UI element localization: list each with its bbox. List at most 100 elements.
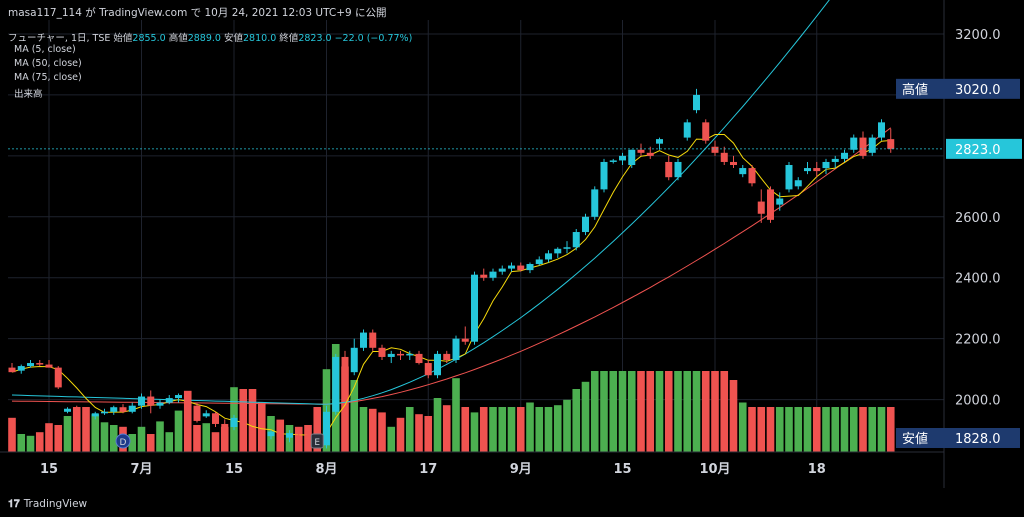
candle-body	[378, 347, 386, 357]
volume-bar	[368, 408, 377, 452]
volume-bar	[766, 407, 775, 452]
candle-body	[8, 367, 16, 373]
earnings-marker-icon	[310, 433, 324, 449]
candle-body	[295, 433, 303, 435]
symbol-label[interactable]: フューチャー, 1日, TSE	[8, 33, 111, 44]
candle-body	[175, 395, 182, 399]
volume-bar	[618, 371, 627, 452]
close-label: 終値	[279, 33, 299, 44]
candle-body	[73, 408, 81, 412]
volume-bar	[63, 416, 72, 452]
candle-body	[239, 417, 247, 431]
candle-body	[850, 137, 858, 150]
time-tick-label: 8月	[315, 462, 337, 477]
candle-body	[45, 364, 53, 368]
ma75-line	[11, 127, 892, 405]
candle-body	[27, 363, 34, 367]
high-label: 高値	[168, 33, 188, 44]
volume-bar	[91, 414, 100, 452]
volume-bar	[146, 434, 155, 452]
volume-bar	[544, 407, 553, 452]
current-price-value: 2823.0	[955, 143, 1001, 158]
candle-body	[600, 161, 608, 190]
volume-bar	[507, 407, 516, 452]
volume-bar	[822, 407, 830, 452]
candle-body	[628, 149, 636, 166]
candle-body	[841, 152, 848, 159]
candle-body	[360, 332, 367, 348]
publish-info: が TradingView.com で 10月 24, 2021 12:03 U…	[81, 7, 387, 19]
candle-body	[609, 160, 617, 162]
volume-bar	[109, 425, 118, 452]
low-label: 安値	[224, 33, 244, 44]
volume-bar	[498, 407, 507, 452]
indicator-ma5[interactable]: MA (5, close)	[14, 44, 76, 55]
open-label: 始値	[113, 33, 133, 44]
volume-bar	[165, 432, 174, 452]
candle-body	[526, 264, 534, 271]
volume-bar	[637, 371, 645, 452]
candle-body	[572, 232, 580, 248]
candle-body	[258, 433, 266, 437]
candle-body	[822, 161, 830, 169]
candle-body	[64, 408, 71, 412]
volume-bar	[711, 371, 719, 452]
price-tick-label: 2000.0	[955, 394, 1001, 409]
volume-bar	[683, 371, 692, 452]
candle-body	[415, 353, 423, 364]
candle-body	[794, 180, 802, 187]
price-tick-label: 2600.0	[955, 211, 1001, 226]
candle-body	[138, 396, 145, 406]
candle-body	[683, 122, 691, 138]
volume-bar	[128, 434, 137, 452]
volume-bar	[174, 410, 183, 452]
volume-bar	[664, 371, 673, 452]
current-price-tag	[946, 138, 1022, 159]
volume-bar	[720, 371, 729, 452]
volume-bar	[8, 417, 16, 452]
volume-bar	[627, 371, 636, 452]
volume-bar	[45, 423, 53, 452]
volume-bar	[563, 399, 571, 452]
candle-body	[461, 338, 469, 342]
candle-body	[859, 137, 867, 156]
candle-body	[498, 268, 506, 272]
indicator-ma50[interactable]: MA (50, close)	[14, 58, 82, 69]
volume-bar	[54, 425, 63, 452]
candle-body	[804, 168, 811, 172]
candle-body	[202, 413, 210, 417]
volume-bar	[738, 402, 747, 452]
volume-bar	[442, 405, 451, 452]
indicator-ma75[interactable]: MA (75, close)	[14, 72, 82, 83]
volume-bar	[359, 407, 368, 452]
candle-body	[424, 363, 432, 376]
time-tick-label: 9月	[510, 462, 532, 477]
candle-body	[563, 247, 571, 249]
price-tick-label: 2400.0	[955, 272, 1001, 287]
volume-bar	[516, 407, 525, 452]
candle-body	[646, 152, 654, 156]
footer-brand[interactable]: 𝟏𝟕 TradingView	[8, 498, 87, 511]
volume-bar	[202, 423, 211, 452]
publish-header: masa117_114 が TradingView.com で 10月 24, …	[8, 5, 387, 20]
candle-body	[323, 411, 330, 446]
volume-bar	[646, 371, 655, 452]
candle-body	[128, 405, 136, 412]
candle-body	[82, 410, 90, 417]
indicator-volume[interactable]: 出来高	[14, 89, 43, 100]
username[interactable]: masa117_114	[8, 7, 82, 19]
ohlc-legend: フューチャー, 1日, TSE 始値2855.0 高値2889.0 安値2810…	[8, 30, 412, 44]
candle-body	[452, 338, 460, 360]
candle-body	[767, 189, 774, 220]
candle-body	[119, 407, 127, 412]
time-tick-label: 18	[808, 462, 826, 477]
footer-strip	[0, 489, 1024, 517]
candle-body	[471, 274, 478, 342]
volume-bar	[553, 405, 562, 452]
volume-bar	[803, 407, 812, 452]
candle-body	[554, 248, 562, 254]
ma50-line	[11, 0, 830, 405]
candle-body	[193, 405, 201, 421]
volume-bar	[405, 407, 414, 452]
